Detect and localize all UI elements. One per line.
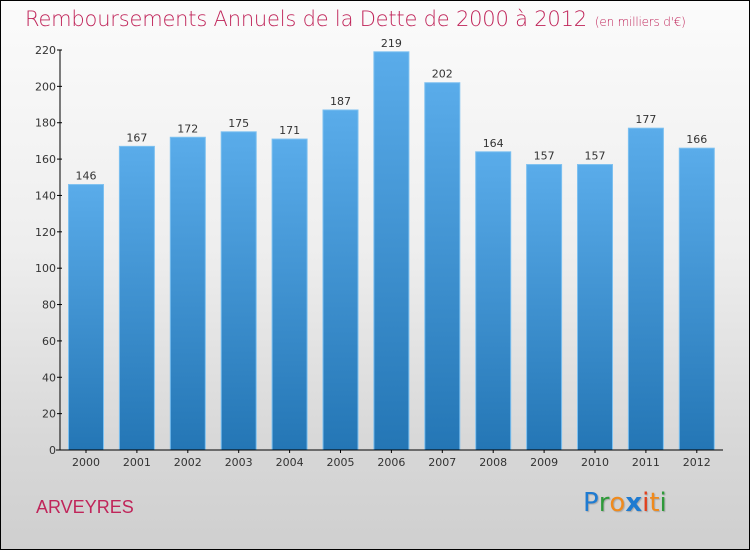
data-label-2006: 219 (381, 37, 402, 50)
logo-letter: x (625, 488, 643, 518)
bar-2009 (526, 164, 563, 451)
x-tick-label-2006: 2006 (377, 456, 405, 469)
title-text: Remboursements Annuels de la Dette de 20… (25, 7, 587, 31)
bar-2008 (475, 151, 512, 451)
bar-2005 (322, 109, 359, 451)
x-tick-label-2012: 2012 (683, 456, 711, 469)
x-tick-label-2008: 2008 (479, 456, 507, 469)
chart-title: Remboursements Annuels de la Dette de 20… (25, 7, 686, 31)
data-label-2005: 187 (330, 95, 351, 108)
bar-2007 (424, 82, 461, 451)
data-label-2007: 202 (432, 68, 453, 81)
logo-letter: r (598, 488, 610, 518)
logo-letter: o (609, 488, 626, 518)
bar-2003 (220, 131, 257, 451)
data-label-2002: 172 (177, 122, 198, 135)
bar-2012 (678, 147, 715, 451)
bar-2004 (271, 138, 308, 451)
x-tick-label-2010: 2010 (581, 456, 609, 469)
data-label-2012: 166 (686, 133, 707, 146)
y-tick-label-220: 220 (35, 44, 56, 57)
data-label-2001: 167 (126, 131, 147, 144)
data-label-2008: 164 (483, 137, 504, 150)
x-tick-label-2009: 2009 (530, 456, 558, 469)
bar-2000 (68, 184, 104, 451)
y-tick-label-80: 80 (42, 299, 56, 312)
logo-letter: i (659, 488, 667, 518)
x-tick-label-2004: 2004 (276, 456, 304, 469)
title-unit: (en milliers d'€) (594, 15, 686, 29)
bar-2011 (627, 127, 664, 451)
x-tick-label-2003: 2003 (225, 456, 253, 469)
y-tick-label-0: 0 (49, 444, 56, 457)
commune-name: ARVEYRES (36, 497, 134, 517)
y-tick-label-160: 160 (35, 153, 56, 166)
data-label-2000: 146 (76, 170, 97, 183)
x-tick-label-2005: 2005 (327, 456, 355, 469)
y-tick-label-200: 200 (35, 80, 56, 93)
data-label-2011: 177 (635, 113, 656, 126)
data-label-2003: 175 (228, 117, 249, 130)
logo-letter: i (642, 488, 650, 518)
y-tick-label-180: 180 (35, 117, 56, 130)
y-tick-label-20: 20 (42, 408, 56, 421)
x-tick-label-2001: 2001 (123, 456, 151, 469)
proxiti-logo[interactable]: Proxiti (583, 488, 667, 518)
data-label-2010: 157 (585, 150, 606, 163)
logo-letter: t (649, 488, 660, 518)
logo-letter: P (583, 488, 599, 518)
y-tick-label-120: 120 (35, 226, 56, 239)
x-tick-label-2007: 2007 (428, 456, 456, 469)
x-tick-label-2000: 2000 (72, 456, 100, 469)
y-tick-label-140: 140 (35, 189, 56, 202)
bar-2002 (169, 136, 206, 451)
x-tick-label-2002: 2002 (174, 456, 202, 469)
data-label-2009: 157 (534, 150, 555, 163)
bar-2001 (118, 145, 155, 451)
y-tick-label-60: 60 (42, 335, 56, 348)
y-tick-label-40: 40 (42, 371, 56, 384)
bar-2006 (373, 51, 410, 451)
data-label-2004: 171 (279, 124, 300, 137)
y-tick-label-100: 100 (35, 262, 56, 275)
x-tick-label-2011: 2011 (632, 456, 660, 469)
bar-2010 (577, 164, 613, 451)
